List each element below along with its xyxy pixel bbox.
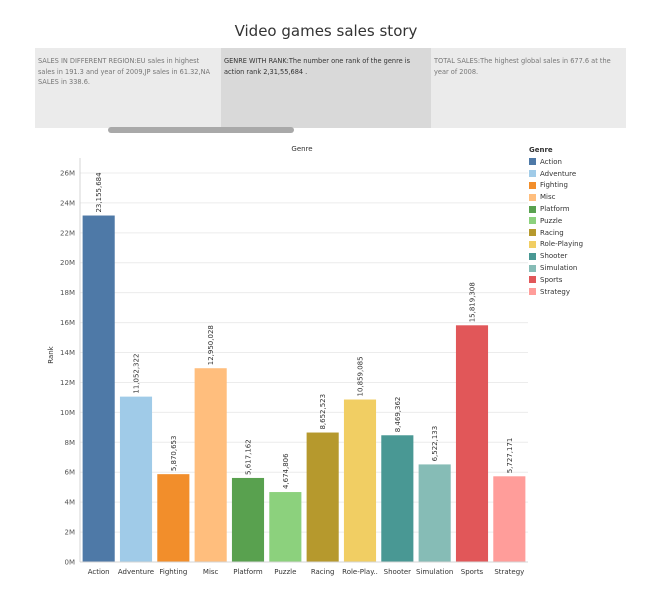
story-point-total-sales[interactable]: TOTAL SALES:The highest global sales in …: [434, 57, 611, 76]
legend-label: Racing: [540, 228, 564, 237]
y-tick-label: 16M: [60, 319, 75, 327]
legend-swatch: [529, 193, 536, 201]
bar-fighting[interactable]: [157, 474, 190, 562]
y-tick-label: 20M: [60, 259, 75, 267]
page-title: Video games sales story: [234, 22, 418, 40]
legend-label: Fighting: [540, 181, 568, 190]
legend-swatch: [529, 158, 536, 166]
legend-item-sports[interactable]: Sports: [529, 274, 583, 286]
legend-label: Action: [540, 157, 562, 166]
bar-sports[interactable]: [455, 325, 489, 562]
x-tick-label: Sports: [461, 568, 484, 576]
legend-label: Adventure: [540, 169, 577, 178]
story-scrollbar[interactable]: [108, 127, 294, 133]
x-tick-label: Racing: [311, 568, 335, 576]
y-tick-label: 2M: [65, 529, 76, 537]
y-tick-label: 18M: [60, 289, 75, 297]
x-tick-label: Simulation: [416, 568, 453, 576]
bar-adventure[interactable]: [119, 396, 153, 562]
legend-label: Strategy: [540, 287, 570, 296]
legend-swatch: [529, 170, 536, 178]
y-tick-label: 10M: [60, 409, 75, 417]
legend-label: Shooter: [540, 252, 568, 261]
x-tick-label: Misc: [203, 568, 219, 576]
legend-label: Simulation: [540, 264, 578, 273]
bar-role-playing[interactable]: [343, 399, 377, 562]
y-tick-label: 8M: [65, 439, 76, 447]
story-point-genre-rank[interactable]: GENRE WITH RANK:The number one rank of t…: [221, 48, 431, 128]
legend-item-fighting[interactable]: Fighting: [529, 180, 583, 192]
bar-action[interactable]: [82, 215, 115, 563]
legend-item-platform[interactable]: Platform: [529, 203, 583, 215]
x-tick-label: Adventure: [118, 568, 154, 576]
legend-label: Puzzle: [540, 216, 563, 225]
x-tick-label: Action: [88, 568, 110, 576]
x-tick-label: Puzzle: [274, 568, 296, 576]
bar-shooter[interactable]: [381, 435, 414, 562]
x-tick-label: Platform: [233, 568, 263, 576]
legend-item-action[interactable]: Action: [529, 156, 583, 168]
x-tick-label: Strategy: [494, 568, 524, 576]
data-label: 10,859,085: [357, 356, 365, 396]
legend-swatch: [529, 276, 536, 284]
legend-item-misc[interactable]: Misc: [529, 191, 583, 203]
legend-label: Misc: [540, 193, 556, 202]
data-label: 12,950,028: [207, 325, 215, 365]
legend-title: Genre: [529, 146, 553, 154]
story-point-region-sales[interactable]: SALES IN DIFFERENT REGION:EU sales in hi…: [38, 57, 211, 86]
legend-item-simulation[interactable]: Simulation: [529, 262, 583, 274]
bar-misc[interactable]: [194, 368, 227, 562]
legend-item-racing[interactable]: Racing: [529, 227, 583, 239]
bar-simulation[interactable]: [418, 464, 451, 562]
x-tick-label: Shooter: [384, 568, 411, 576]
bar-racing[interactable]: [306, 432, 339, 562]
chart-title: Genre: [291, 145, 312, 153]
legend-label: Platform: [540, 205, 570, 214]
legend-item-strategy[interactable]: Strategy: [529, 286, 583, 298]
data-label: 5,617,162: [245, 439, 253, 475]
legend-swatch: [529, 217, 536, 225]
data-label: 8,652,523: [319, 394, 327, 430]
data-label: 23,155,684: [95, 172, 103, 213]
axes: 0M 2M 4M 6M 8M 10M 12M 14M 16M 18M 20M 22M 24M 26M Act…: [60, 158, 528, 576]
legend-swatch: [529, 264, 536, 272]
legend-swatch: [529, 252, 536, 260]
x-tick-label: Fighting: [159, 568, 187, 576]
y-tick-label: 4M: [65, 499, 76, 507]
bars: 23,155,684 11,052,322 5,870,653 12,950,028 5…: [82, 172, 526, 563]
y-tick-label: 24M: [60, 199, 75, 207]
data-label: 5,727,171: [506, 438, 514, 474]
y-tick-label: 0M: [65, 559, 76, 567]
y-tick-label: 22M: [60, 229, 75, 237]
data-label: 8,469,362: [394, 397, 402, 433]
legend: Genre Action Adventure Fighting Misc Platfor…: [529, 146, 583, 298]
x-tick-label: Role-Play..: [342, 568, 378, 576]
legend-swatch: [529, 205, 536, 213]
data-label: 5,870,653: [170, 436, 178, 472]
y-axis-label: Rank: [47, 345, 55, 363]
bar-puzzle[interactable]: [269, 492, 302, 562]
legend-swatch: [529, 229, 536, 237]
y-tick-label: 14M: [60, 349, 75, 357]
legend-item-adventure[interactable]: Adventure: [529, 168, 583, 180]
legend-item-role-playing[interactable]: Role-Playing: [529, 239, 583, 251]
data-label: 11,052,322: [133, 354, 141, 394]
data-label: 4,674,806: [282, 453, 290, 489]
bar-platform[interactable]: [231, 477, 265, 562]
data-label: 6,522,133: [431, 426, 439, 462]
legend-swatch: [529, 181, 536, 189]
legend-swatch: [529, 288, 536, 296]
legend-item-shooter[interactable]: Shooter: [529, 250, 583, 262]
y-tick-label: 12M: [60, 379, 75, 387]
legend-label: Role-Playing: [540, 240, 584, 249]
y-tick-label: 26M: [60, 169, 75, 177]
legend-item-puzzle[interactable]: Puzzle: [529, 215, 583, 227]
story-navigator: SALES IN DIFFERENT REGION:EU sales in hi…: [35, 48, 626, 128]
legend-label: Sports: [540, 275, 563, 284]
legend-swatch: [529, 240, 536, 248]
data-label: 15,819,308: [469, 282, 477, 322]
bar-strategy[interactable]: [493, 476, 526, 562]
y-tick-label: 6M: [65, 469, 76, 477]
